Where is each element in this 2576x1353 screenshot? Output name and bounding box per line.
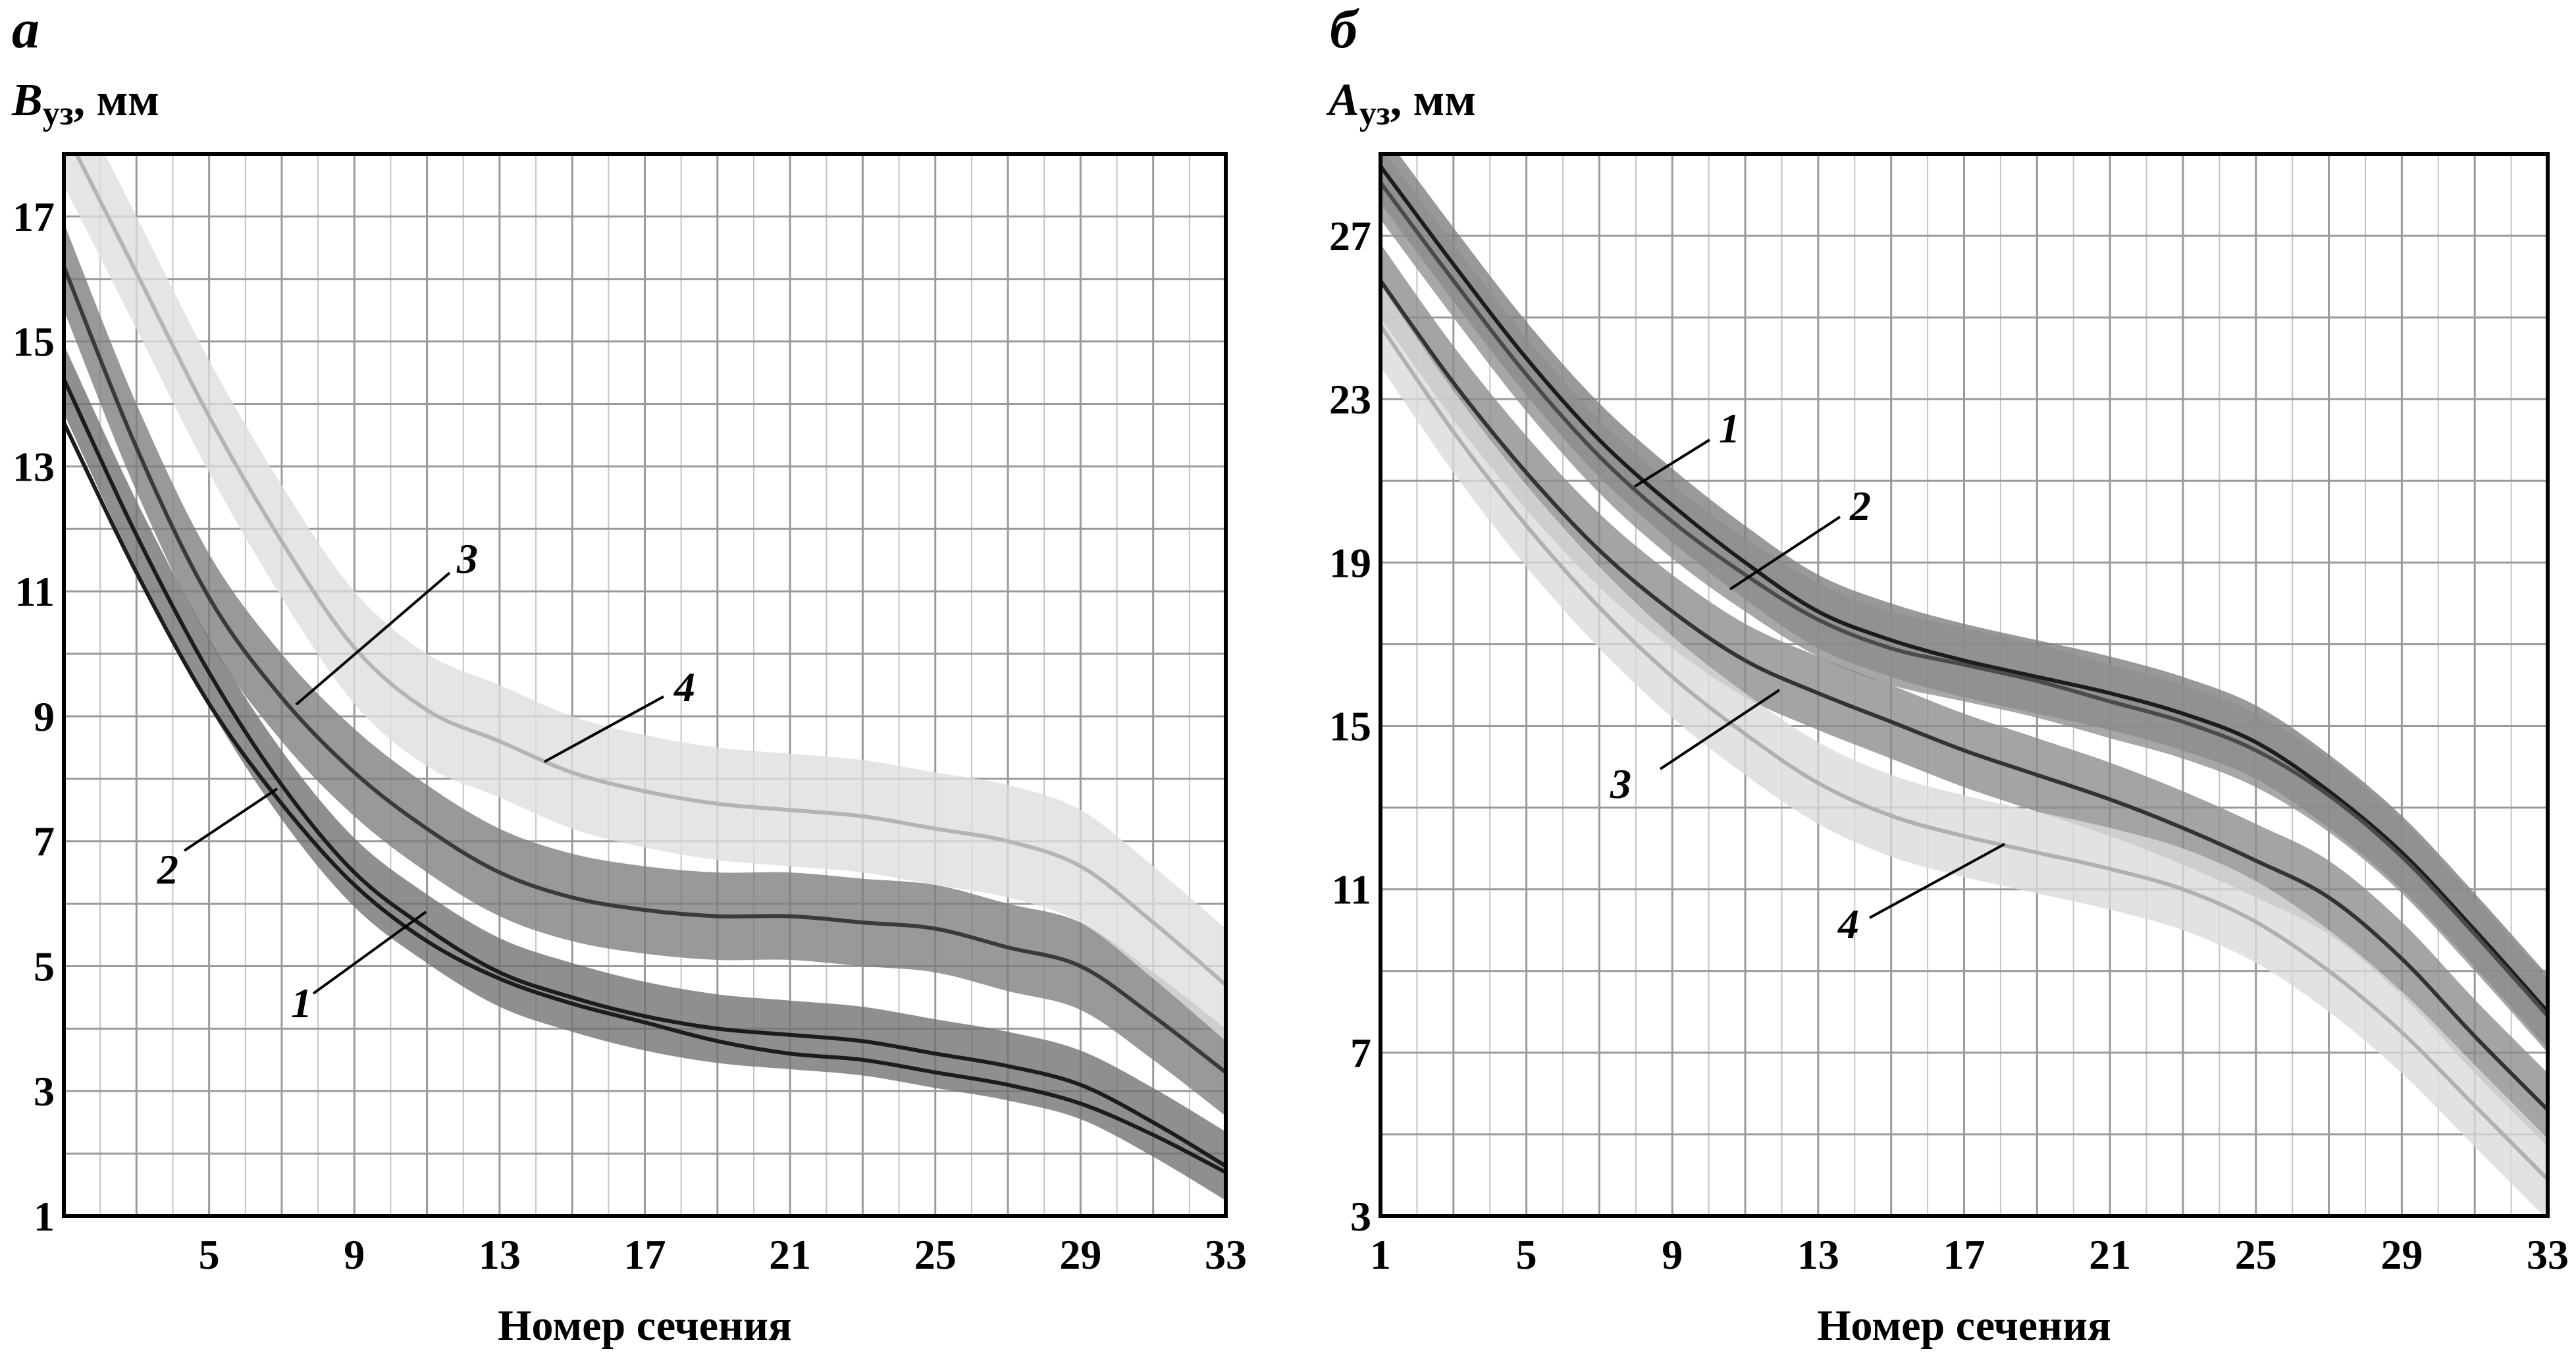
panel-a-y-tick-label: 17: [13, 194, 55, 240]
panel-b-series-line-1: [1380, 164, 2548, 1014]
panel-b-series-4-marker: 4: [1837, 901, 1859, 947]
panel-b-series-1-marker: 1: [1719, 405, 1740, 452]
panel-b-plot-frame: [1379, 152, 2550, 1218]
panel-a-y-tick-label: 11: [15, 568, 55, 615]
panel-b-series-line-2: [1380, 180, 2548, 1018]
panel-a-leader-4: [544, 695, 664, 763]
panel-a-y-tick-label: 5: [34, 943, 55, 990]
panel-a-series-line-1: [64, 377, 1226, 1169]
panel-a-y-tick-label: 13: [13, 443, 55, 490]
panel-a-leader-3: [295, 571, 451, 706]
panel-b-x-tick-label: 33: [2527, 1231, 2569, 1278]
panel-b-series-2-marker: 2: [1849, 483, 1871, 529]
panel-b-leader-1: [1633, 438, 1711, 488]
panel-b-x-tick-label: 25: [2235, 1231, 2277, 1278]
panel-a-y-tick-label: 9: [34, 693, 55, 740]
panel-b-leader-3: [1659, 689, 1781, 770]
panel-a-band-3: [64, 223, 1226, 1117]
panel-a-annotations: 1 2 3 4: [157, 535, 695, 1026]
panel-b-x-tick-label: 1: [1370, 1231, 1391, 1278]
panel-b-y-tick-label: 11: [1332, 866, 1371, 913]
panel-a-x-tick-label: 25: [914, 1231, 957, 1278]
panel-a-series-2-marker: 2: [157, 846, 178, 893]
panel-a-leader-2: [183, 787, 278, 852]
panel-a-plot-frame: [62, 152, 1228, 1218]
panel-b-series-line-4: [1380, 323, 2548, 1182]
panel-a-x-tick-label: 33: [1205, 1231, 1247, 1278]
panel-b-x-tick-label: 5: [1516, 1231, 1537, 1278]
panel-b-series-3-marker: 3: [1610, 760, 1631, 807]
panel-a-series-line-3: [64, 264, 1226, 1074]
panel-b-y-tick-label: 23: [1329, 376, 1371, 423]
panel-b-x-axis-label: Номер сечения: [1817, 1302, 2111, 1350]
panel-b-lines: [1380, 164, 2548, 1182]
panel-a-y-tick-label: 1: [34, 1193, 55, 1240]
panel-b-x-tick-label: 13: [1797, 1231, 1839, 1278]
panel-a-series-1-marker: 1: [291, 980, 312, 1026]
panel-a-y-axis-label: Bуз, мм: [11, 75, 159, 132]
panel-b-y-axis-label: Aуз, мм: [1326, 75, 1476, 132]
panel-a-series-4-marker: 4: [673, 664, 695, 710]
panel-b-y-tick-label: 19: [1329, 539, 1371, 586]
panel-a-x-tick-label: 17: [624, 1231, 666, 1278]
panel-a-x-tick-label: 29: [1059, 1231, 1101, 1278]
panel-a-band-4: [64, 154, 1226, 1042]
panel-a-x-tick-label: 9: [344, 1231, 365, 1278]
panel-a-x-tick-label: 13: [479, 1231, 521, 1278]
panel-b-x-tick-label: 9: [1662, 1231, 1683, 1278]
panel-a-y-tick-label: 3: [34, 1068, 55, 1115]
panel-a-series-line-4: [74, 154, 1226, 987]
panel-a-lines: [64, 154, 1226, 1175]
panel-a-y-tick-label: 7: [34, 818, 55, 865]
panel-a-leader-1: [312, 911, 427, 995]
panel-b-x-tick-label: 21: [2089, 1231, 2131, 1278]
panel-b-y-tick-label: 27: [1329, 213, 1371, 259]
panel-b-leader-4: [1869, 843, 2005, 919]
panel-a-series-3-marker: 3: [456, 535, 478, 582]
panel-a-x-axis-label: Номер сечения: [498, 1302, 792, 1350]
panel-b-y-tick-label: 15: [1329, 703, 1371, 750]
panel-a-x-tick-label: 21: [769, 1231, 811, 1278]
panel-b-x-tick-label: 29: [2380, 1231, 2423, 1278]
panel-b-y-tick-label: 7: [1350, 1030, 1371, 1076]
panel-b-label: б: [1330, 0, 1359, 60]
panel-b-y-tick-label: 3: [1350, 1193, 1371, 1240]
panel-b-annotations: 1 2 3 4: [1610, 405, 2005, 947]
panel-b-series-line-3: [1380, 279, 2548, 1112]
panel-b-x-tick-label: 17: [1943, 1231, 1985, 1278]
panel-a-y-tick-label: 15: [13, 319, 55, 365]
panel-b-leader-2: [1729, 516, 1841, 591]
panel-a-x-tick-label: 5: [199, 1231, 220, 1278]
panel-a-label: а: [12, 0, 39, 60]
panel-a-series-line-2: [64, 421, 1226, 1175]
